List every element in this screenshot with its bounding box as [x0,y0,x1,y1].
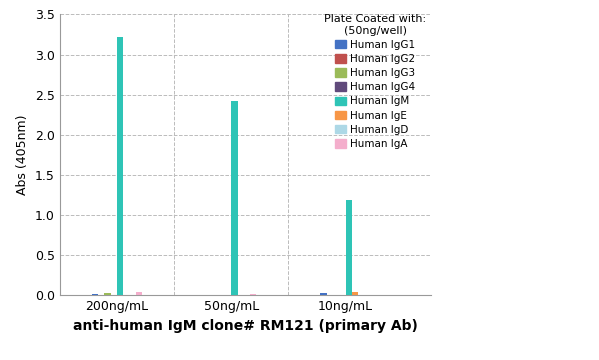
Bar [206,294,213,295]
Bar [346,200,352,295]
Bar [320,293,326,295]
Bar [352,292,358,295]
Legend: Human IgG1, Human IgG2, Human IgG3, Human IgG4, Human IgM, Human IgE, Human IgD,: Human IgG1, Human IgG2, Human IgG3, Huma… [324,14,426,149]
Bar [104,293,111,295]
Y-axis label: Abs (405nm): Abs (405nm) [17,114,29,195]
Bar [219,294,225,295]
X-axis label: anti-human IgM clone# RM121 (primary Ab): anti-human IgM clone# RM121 (primary Ab) [73,319,418,333]
Bar [231,101,238,295]
Bar [92,294,98,295]
Bar [364,294,371,295]
Bar [98,294,104,295]
Bar [136,292,142,295]
Bar [250,294,256,295]
Bar [117,37,123,295]
Bar [326,294,333,295]
Bar [123,294,129,295]
Bar [333,294,339,295]
